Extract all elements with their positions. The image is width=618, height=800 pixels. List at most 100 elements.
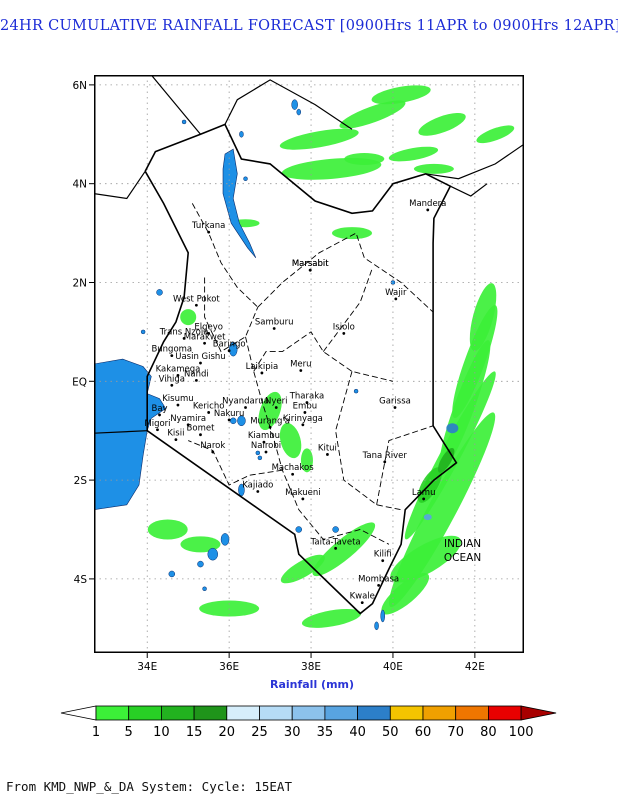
place-dot — [227, 349, 231, 353]
place-dot — [272, 327, 276, 330]
neighbor-border — [94, 430, 148, 434]
place-dot — [156, 428, 159, 432]
place-label: Kericho — [193, 401, 225, 411]
small-lake — [228, 341, 238, 357]
place-label: Isiolo — [333, 322, 355, 332]
rainfall-patch — [418, 113, 466, 136]
colorbar-segment — [128, 705, 162, 721]
small-lake — [255, 450, 261, 456]
x-tick-label: 42E — [465, 661, 485, 673]
colorbar-segment — [193, 705, 228, 721]
place-dot — [211, 450, 215, 454]
small-lake — [220, 533, 230, 546]
place-label: Bay — [151, 404, 167, 414]
place-label: Nandi — [184, 369, 209, 379]
place-dot — [308, 268, 312, 272]
place-label: Garissa — [379, 397, 411, 407]
colorbar-segment — [160, 705, 195, 721]
colorbar-label: 20 — [219, 725, 236, 740]
colorbar-label: 80 — [480, 725, 497, 740]
rainfall-patch — [390, 535, 462, 583]
rainfall-patch — [147, 519, 188, 540]
small-lake — [140, 329, 146, 335]
colorbar-label: 25 — [251, 725, 268, 740]
neighbor-border — [450, 183, 488, 197]
rainfall-patch — [469, 283, 497, 351]
colorbar-label: 70 — [447, 725, 464, 740]
place-dot — [264, 450, 268, 454]
place-dot — [158, 413, 161, 417]
place-dot — [422, 497, 426, 501]
rainfall-patch — [476, 125, 515, 144]
place-dot — [262, 440, 266, 444]
rainfall-patch — [301, 608, 362, 628]
rainfall-patch — [344, 152, 385, 165]
place-dot — [182, 336, 186, 340]
rainfall-patch — [279, 128, 359, 150]
colorbar-segment — [95, 705, 130, 721]
rainfall-patch — [446, 423, 459, 434]
place-dot — [186, 423, 190, 427]
small-lake — [243, 176, 248, 181]
colorbar-label: 5 — [125, 725, 133, 740]
rainfall-patch — [332, 227, 372, 240]
small-lake — [181, 119, 187, 125]
neighbor-border — [224, 79, 353, 130]
small-lake — [239, 131, 244, 138]
place-label: Marakwet — [184, 332, 226, 342]
small-lake — [380, 609, 385, 623]
small-lake — [197, 560, 204, 568]
colorbar: 1 5 10 15 20 25 30 35 40 50 60 70 80 100 — [60, 705, 557, 740]
x-tick-label: 36E — [219, 661, 239, 673]
y-tick-label: 2S — [74, 475, 88, 487]
place-label: Makueni — [285, 488, 321, 498]
colorbar-label: 60 — [415, 725, 432, 740]
colorbar-segment — [226, 705, 260, 721]
place-dot — [260, 371, 264, 375]
y-tick-label: 6N — [72, 80, 87, 92]
place-label: Narok — [200, 441, 225, 451]
place-label: Kisii — [167, 429, 184, 439]
place-dot — [194, 303, 198, 307]
place-labels: Turkana Marsabit Mandera Wajir West Pokot Sam… — [144, 199, 481, 605]
y-tick-label: 2N — [72, 277, 87, 289]
colorbar-label: 40 — [349, 725, 366, 740]
small-lake — [295, 526, 303, 533]
place-dot — [256, 490, 260, 493]
small-lake — [168, 570, 176, 578]
place-label: Kakamega — [156, 364, 201, 374]
place-dot — [394, 297, 398, 301]
small-lake — [237, 415, 246, 427]
colorbar-segment — [259, 705, 293, 721]
y-tick-label: EQ — [72, 376, 87, 388]
place-dot — [342, 332, 346, 335]
place-dot — [381, 559, 385, 563]
rainfall-patch — [371, 85, 431, 105]
place-dot — [426, 208, 430, 212]
place-dot — [326, 453, 329, 456]
county-border — [335, 371, 402, 511]
colorbar-label: 1 — [92, 725, 100, 740]
place-dot — [244, 406, 247, 409]
place-dot — [207, 411, 211, 414]
place-dot — [268, 425, 272, 429]
rainfall-patch — [258, 391, 282, 431]
place-label: Baringo — [213, 340, 246, 350]
place-label: Nyamira — [170, 414, 206, 424]
rainfall-patch — [279, 422, 302, 459]
rainfall-patch — [280, 554, 325, 584]
place-label: Trans Nzoia — [159, 327, 209, 337]
colorbar-label: 30 — [284, 725, 301, 740]
small-lake — [229, 417, 237, 425]
place-label: Bomet — [187, 424, 216, 434]
county-border — [257, 232, 434, 313]
place-label: Marsabit — [292, 259, 329, 269]
county-border — [204, 277, 259, 353]
place-label: Marsabit — [292, 259, 329, 269]
place-label: Samburu — [255, 317, 294, 327]
place-label: Tana River — [362, 451, 408, 461]
place-label: Kilifi — [374, 550, 392, 560]
colorbar-segment — [455, 705, 489, 721]
place-dot — [176, 374, 180, 377]
small-lake — [296, 108, 302, 116]
